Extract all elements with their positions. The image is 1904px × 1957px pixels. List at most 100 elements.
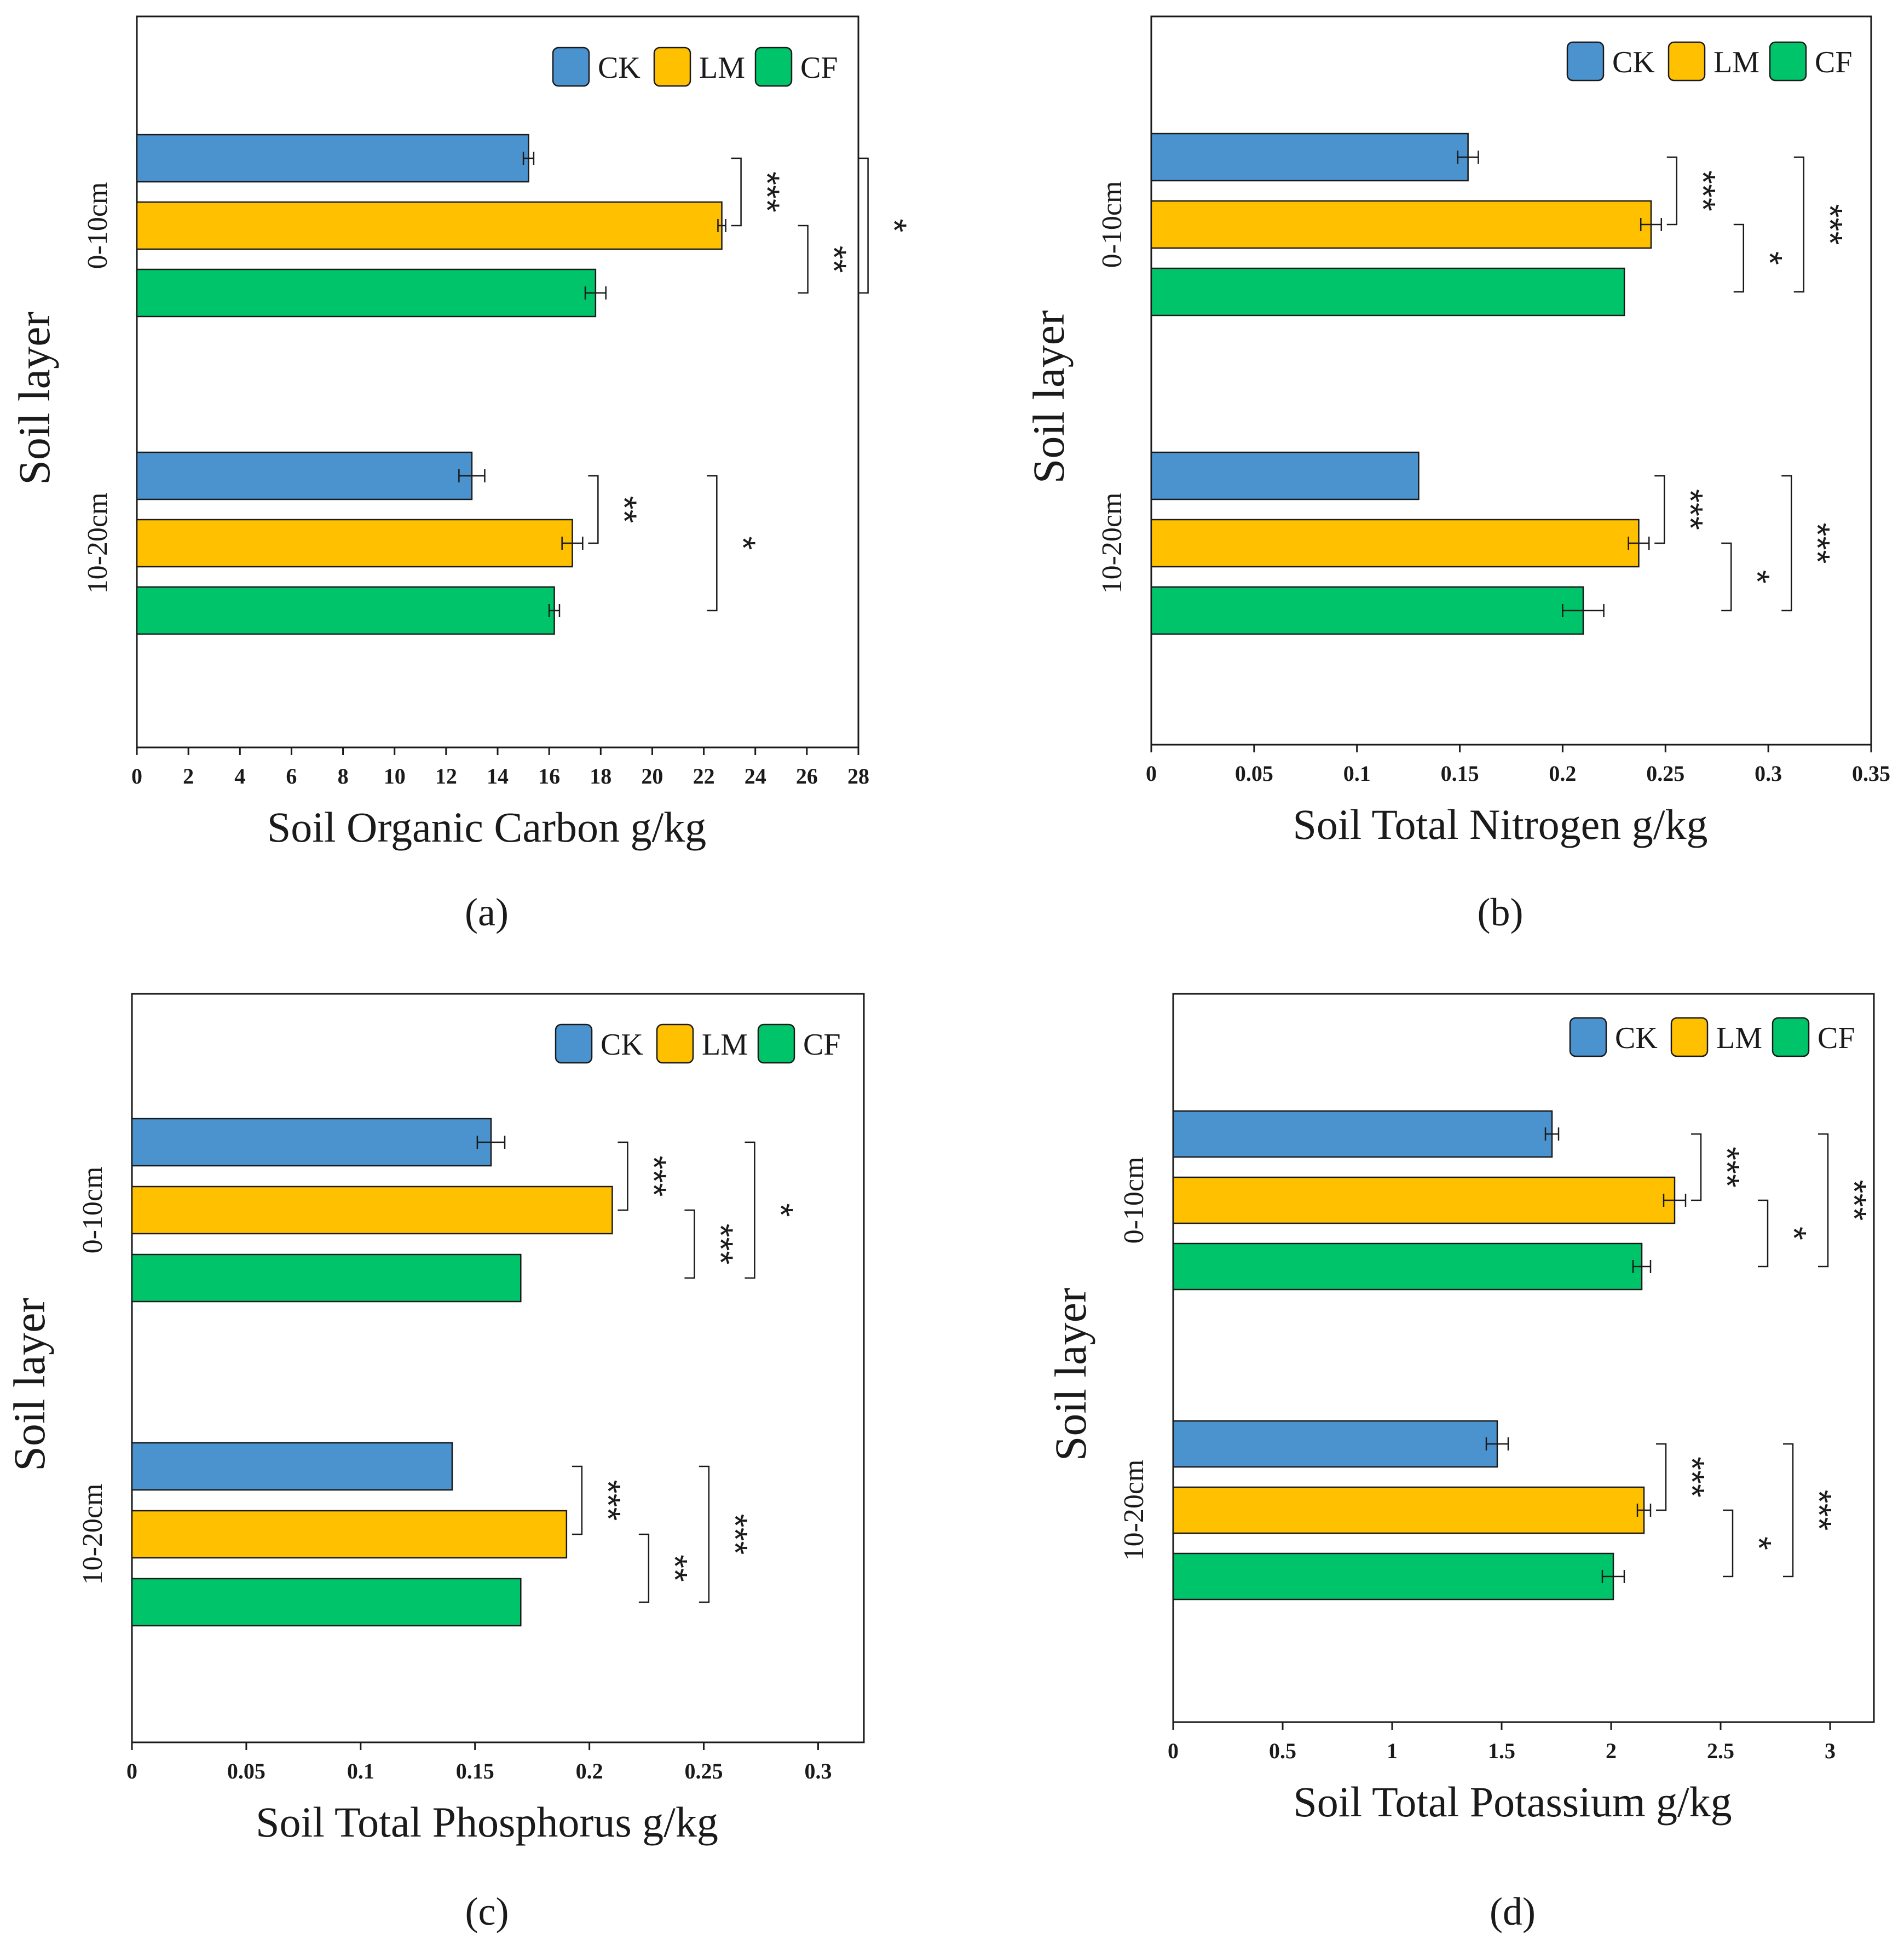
x-tick-label: 0.1 bbox=[347, 1759, 374, 1783]
x-tick-label: 6 bbox=[286, 764, 297, 788]
bar-ck bbox=[136, 134, 529, 183]
significance-bracket bbox=[1783, 1443, 1794, 1578]
x-tick-label: 12 bbox=[435, 764, 457, 788]
legend-label-cf: CF bbox=[1818, 1021, 1855, 1055]
x-tick-label: 16 bbox=[538, 764, 560, 788]
y-category-label: 10-20cm bbox=[77, 1484, 108, 1585]
significance-label: * bbox=[1738, 570, 1777, 584]
plot-frame bbox=[136, 15, 859, 749]
significance-label: *** bbox=[1707, 1147, 1747, 1188]
panel-caption: (d) bbox=[1490, 1890, 1536, 1933]
plot-frame bbox=[1172, 993, 1875, 1723]
significance-bracket bbox=[1666, 156, 1678, 226]
x-tick-label: 1.5 bbox=[1488, 1739, 1515, 1763]
legend-swatch-ck bbox=[1566, 41, 1605, 82]
significance-bracket bbox=[1654, 475, 1665, 544]
y-axis-label: Soil layer bbox=[1046, 1288, 1095, 1461]
significance-bracket bbox=[699, 1465, 710, 1603]
bar-cf bbox=[1150, 267, 1625, 316]
significance-label: *** bbox=[1683, 170, 1723, 211]
bar-ck bbox=[136, 451, 473, 500]
bar-cf bbox=[136, 586, 555, 635]
significance-label: *** bbox=[1798, 523, 1837, 564]
legend-label-lm: LM bbox=[699, 51, 745, 85]
x-tick-label: 2 bbox=[1606, 1739, 1617, 1763]
x-tick-label: 24 bbox=[745, 764, 766, 788]
legend-swatch-ck bbox=[555, 1023, 593, 1064]
bar-ck bbox=[1172, 1110, 1553, 1158]
legend-label-cf: CF bbox=[803, 1028, 841, 1062]
bar-ck bbox=[131, 1442, 453, 1491]
bar-cf bbox=[1172, 1242, 1643, 1291]
panel-caption: (c) bbox=[465, 1890, 509, 1933]
legend-label-ck: CK bbox=[601, 1028, 643, 1062]
significance-bracket bbox=[1723, 1509, 1734, 1578]
significance-label: ** bbox=[604, 496, 644, 523]
significance-bracket bbox=[1793, 156, 1805, 293]
significance-bracket bbox=[572, 1465, 583, 1535]
significance-label: * bbox=[723, 537, 763, 550]
bar-cf bbox=[131, 1578, 522, 1627]
significance-bracket bbox=[858, 157, 869, 294]
significance-label: ** bbox=[815, 246, 854, 273]
x-tick-label: 0 bbox=[126, 1759, 137, 1783]
bar-lm bbox=[136, 519, 573, 568]
panel-d: 0 0.5 1 1.5 2 2.5 3 Soil Total Potassium g/kg So… bbox=[1046, 993, 1875, 1933]
x-tick-label: 0.05 bbox=[1235, 761, 1273, 786]
x-tick-label: 0.2 bbox=[576, 1759, 603, 1783]
legend-label-cf: CF bbox=[1815, 45, 1853, 79]
bar-lm bbox=[1172, 1176, 1676, 1224]
significance-label: *** bbox=[701, 1224, 740, 1265]
x-axis-label: Soil Total Phosphorus g/kg bbox=[256, 1798, 718, 1846]
significance-bracket bbox=[1758, 1199, 1769, 1268]
x-tick-label: 0.05 bbox=[227, 1759, 266, 1783]
panel-c: 0 0.05 0.1 0.15 0.2 0.25 0.3 Soil Total Phospho… bbox=[4, 993, 865, 1933]
y-category-label: 0-10cm bbox=[1097, 181, 1128, 268]
x-tick-label: 20 bbox=[641, 764, 663, 788]
panel-caption: (a) bbox=[465, 890, 509, 934]
y-category-label: 0-10cm bbox=[82, 182, 113, 269]
bar-lm bbox=[131, 1185, 613, 1235]
x-axis-label: Soil Total Potassium g/kg bbox=[1293, 1778, 1732, 1826]
y-axis-label: Soil layer bbox=[9, 312, 59, 485]
x-tick-label: 2 bbox=[183, 764, 194, 788]
significance-bracket bbox=[638, 1533, 650, 1603]
legend-label-lm: LM bbox=[702, 1028, 748, 1062]
legend-label-ck: CK bbox=[1615, 1021, 1658, 1055]
x-tick-label: 0 bbox=[1146, 761, 1157, 786]
significance-label: * bbox=[1750, 251, 1790, 265]
y-category-label: 10-20cm bbox=[1118, 1460, 1150, 1561]
x-tick-label: 14 bbox=[487, 764, 509, 788]
x-tick-label: 0.1 bbox=[1343, 761, 1371, 786]
legend-swatch-cf bbox=[754, 47, 793, 87]
panel-b: 0 0.05 0.1 0.15 0.2 0.25 0.3 0.35 Soil Total Nit… bbox=[1024, 15, 1890, 934]
y-category-label: 10-20cm bbox=[82, 493, 113, 594]
y-category-label: 0-10cm bbox=[1118, 1157, 1150, 1244]
legend-label-lm: LM bbox=[1716, 1021, 1762, 1055]
legend-swatch-lm bbox=[1668, 41, 1706, 82]
legend-swatch-cf bbox=[1769, 41, 1807, 82]
bar-ck bbox=[131, 1118, 492, 1167]
significance-label: * bbox=[1774, 1227, 1814, 1240]
bar-ck bbox=[1172, 1420, 1498, 1468]
significance-bracket bbox=[1721, 542, 1732, 612]
y-axis-label: Soil layer bbox=[4, 1298, 54, 1471]
legend-label-lm: LM bbox=[1713, 45, 1759, 79]
bar-cf bbox=[1150, 586, 1584, 635]
significance-label: *** bbox=[634, 1156, 673, 1197]
x-tick-label: 0.25 bbox=[685, 1759, 723, 1783]
significance-label: *** bbox=[1671, 489, 1710, 530]
x-tick-label: 0 bbox=[131, 764, 142, 788]
bar-cf bbox=[131, 1253, 522, 1303]
bar-cf bbox=[136, 268, 597, 318]
plot-frame bbox=[131, 993, 865, 1743]
x-tick-label: 1 bbox=[1387, 1739, 1398, 1763]
bar-ck bbox=[1150, 133, 1469, 182]
x-tick-label: 0 bbox=[1168, 1739, 1179, 1763]
significance-bracket bbox=[1781, 475, 1792, 612]
x-tick-label: 0.2 bbox=[1549, 761, 1576, 786]
significance-bracket bbox=[1691, 1133, 1702, 1201]
panel-caption: (b) bbox=[1478, 890, 1524, 934]
bar-lm bbox=[131, 1510, 568, 1559]
